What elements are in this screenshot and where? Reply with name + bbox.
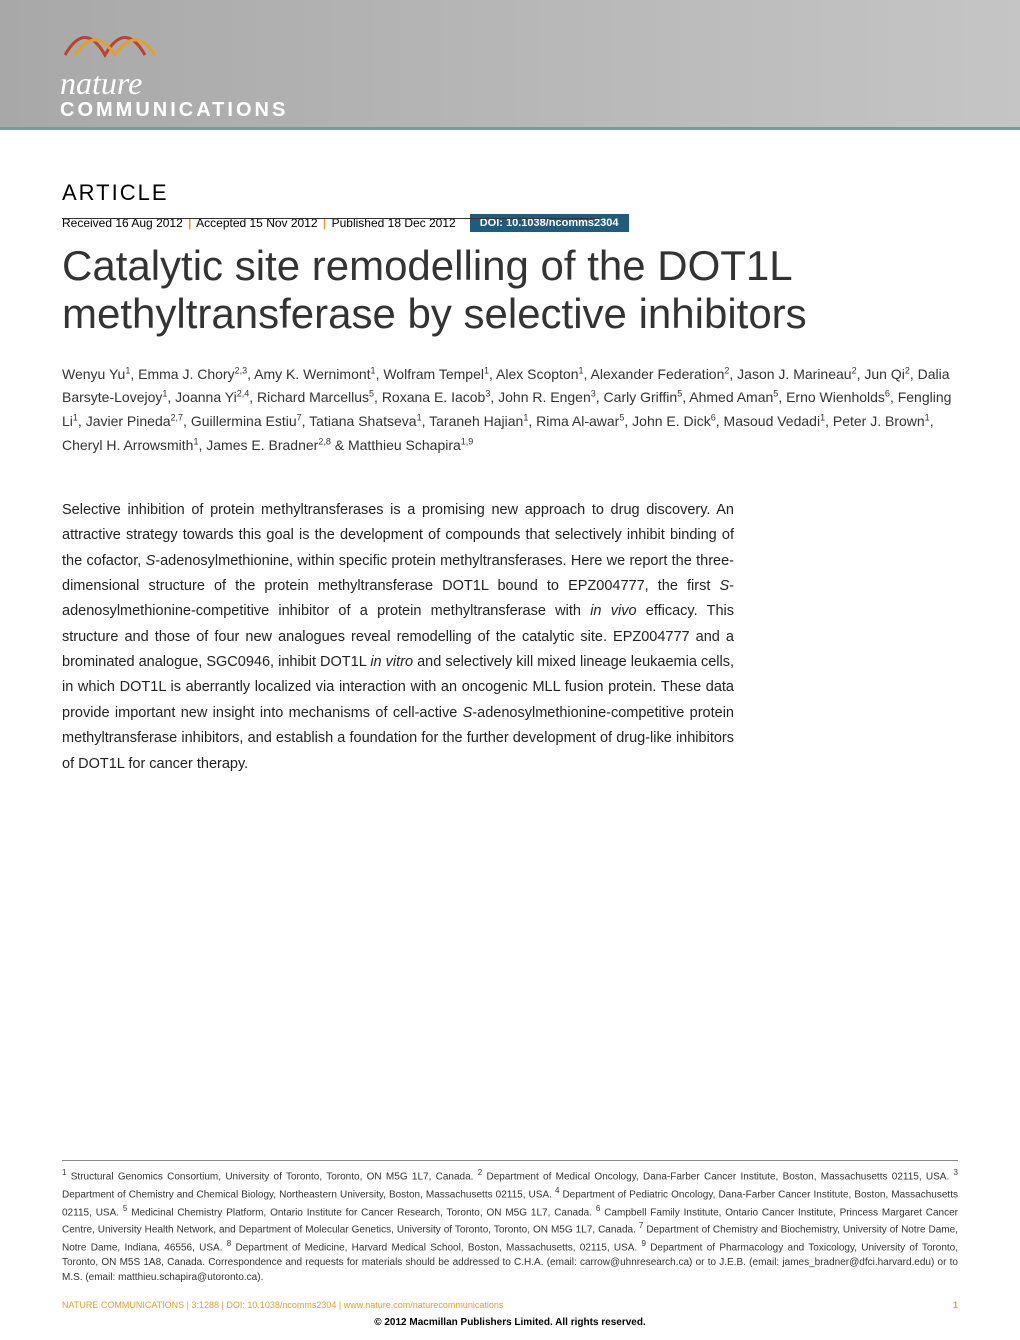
- page-number: 1: [953, 1300, 958, 1310]
- journal-header-band: nature COMMUNICATIONS: [0, 0, 1020, 130]
- header-divider: [62, 218, 602, 219]
- article-content: ARTICLE Received 16 Aug 2012 | Accepted …: [0, 130, 1020, 777]
- doi-badge[interactable]: DOI: 10.1038/ncomms2304: [470, 214, 629, 232]
- footer-citation-row: NATURE COMMUNICATIONS | 3:1288 | DOI: 10…: [62, 1300, 958, 1310]
- affiliations-block: 1 Structural Genomics Consortium, Univer…: [62, 1160, 958, 1285]
- journal-logo: nature COMMUNICATIONS: [60, 15, 288, 122]
- abstract-text: Selective inhibition of protein methyltr…: [62, 498, 734, 777]
- article-type-label: ARTICLE: [62, 180, 958, 206]
- author-list: Wenyu Yu1, Emma J. Chory2,3, Amy K. Wern…: [62, 363, 958, 458]
- footer-citation: NATURE COMMUNICATIONS | 3:1288 | DOI: 10…: [62, 1300, 503, 1310]
- logo-wave-icon: [60, 15, 210, 65]
- copyright-line: © 2012 Macmillan Publishers Limited. All…: [0, 1317, 1020, 1328]
- publication-dates-row: Received 16 Aug 2012 | Accepted 15 Nov 2…: [62, 214, 958, 232]
- brand-name-communications: COMMUNICATIONS: [60, 99, 288, 122]
- brand-name-nature: nature: [60, 65, 288, 102]
- article-title: Catalytic site remodelling of the DOT1L …: [62, 242, 958, 339]
